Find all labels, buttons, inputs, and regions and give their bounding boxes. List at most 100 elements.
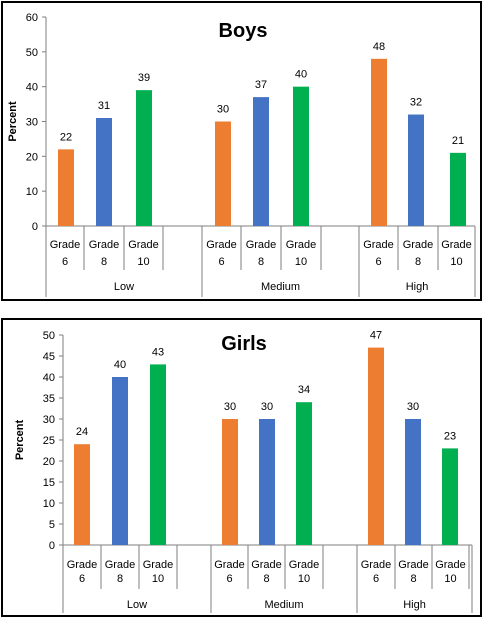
- x-group-label: Low: [127, 599, 147, 611]
- x-category-label-line1: Grade: [246, 239, 277, 251]
- x-category-label-line2: 10: [152, 573, 164, 585]
- bar-girls-grade10-low: [150, 364, 166, 545]
- bar-girls-grade8-low: [112, 377, 128, 545]
- bar-data-label: 47: [370, 330, 382, 342]
- x-category-label-line1: Grade: [50, 239, 81, 251]
- x-category-label-line2: 8: [410, 573, 416, 585]
- bar-boys-grade8-high: [408, 114, 424, 226]
- x-category-label-line1: Grade: [441, 239, 472, 251]
- bar-girls-grade10-high: [442, 448, 458, 545]
- bar-data-label: 30: [261, 401, 273, 413]
- x-category-label-line1: Grade: [214, 559, 245, 571]
- x-category-label-line1: Grade: [206, 239, 237, 251]
- y-tick-label: 50: [26, 47, 38, 59]
- x-category-label-line2: 10: [295, 256, 307, 268]
- bar-girls-grade6-low: [74, 444, 90, 545]
- bar-data-label: 30: [217, 104, 229, 116]
- bar-data-label: 40: [295, 69, 307, 81]
- bar-data-label: 23: [444, 430, 456, 442]
- bar-data-label: 34: [298, 384, 310, 396]
- bar-girls-grade8-medium: [259, 419, 275, 545]
- girls-chart-title: Girls: [221, 333, 267, 355]
- girls-chart-panel: Girls Percent 0 5 10 15 20 25 30 35 40 45 50 Grade 6 Gr…: [1, 318, 482, 617]
- y-axis-label: Percent: [7, 101, 19, 142]
- bar-girls-grade8-high: [405, 419, 421, 545]
- bar-data-label: 24: [76, 426, 88, 438]
- bar-girls-grade10-medium: [296, 402, 312, 545]
- x-category-label-line1: Grade: [289, 559, 320, 571]
- y-tick-label: 60: [26, 12, 38, 24]
- x-category-label-line1: Grade: [143, 559, 174, 571]
- bar-boys-grade10-low: [136, 90, 152, 227]
- y-tick-label: 30: [26, 117, 38, 129]
- y-tick-label: 45: [43, 351, 55, 363]
- x-category-label-line1: Grade: [67, 559, 98, 571]
- bar-boys-grade6-low: [58, 149, 74, 226]
- x-category-label-line2: 6: [218, 256, 224, 268]
- boys-chart-title: Boys: [219, 20, 268, 42]
- x-group-label: Low: [114, 281, 134, 293]
- bar-data-label: 37: [255, 79, 267, 91]
- x-group-label: Medium: [264, 599, 303, 611]
- x-group-label: High: [403, 599, 426, 611]
- bar-boys-grade10-high: [450, 152, 466, 226]
- x-category-label-line2: 10: [450, 256, 462, 268]
- y-tick-label: 20: [43, 456, 55, 468]
- x-category-label-line2: 8: [101, 256, 107, 268]
- y-tick-label: 20: [26, 151, 38, 163]
- x-category-label-line2: 8: [117, 573, 123, 585]
- x-category-label-line2: 8: [263, 573, 269, 585]
- x-category-label-line1: Grade: [363, 239, 394, 251]
- x-category-label-line1: Grade: [403, 239, 434, 251]
- x-group-label: Medium: [261, 281, 300, 293]
- x-category-label-line1: Grade: [105, 559, 136, 571]
- y-tick-label: 0: [32, 221, 38, 233]
- x-category-label-line2: 6: [226, 573, 232, 585]
- bar-boys-grade6-high: [371, 58, 387, 226]
- x-category-label-line1: Grade: [89, 239, 120, 251]
- bar-data-label: 48: [373, 41, 385, 53]
- boys-chart-panel: Boys Percent 0 10 20 30 40 50 60 Grade 6 Grade 8 Grad…: [1, 1, 482, 301]
- x-category-label-line2: 10: [137, 256, 149, 268]
- bar-data-label: 43: [152, 346, 164, 358]
- y-tick-label: 5: [49, 519, 55, 531]
- x-category-label-line2: 6: [62, 256, 68, 268]
- bar-data-label: 40: [114, 359, 126, 371]
- bar-boys-grade6-medium: [215, 121, 231, 226]
- y-axis-label: Percent: [14, 419, 26, 460]
- bar-boys-grade8-low: [96, 118, 112, 226]
- bar-girls-grade6-medium: [222, 419, 238, 545]
- bar-boys-grade8-medium: [253, 97, 269, 226]
- x-category-label-line1: Grade: [251, 559, 282, 571]
- y-tick-label: 40: [26, 82, 38, 94]
- x-category-label-line2: 8: [415, 256, 421, 268]
- x-category-label-line1: Grade: [128, 239, 159, 251]
- x-category-label-line1: Grade: [398, 559, 429, 571]
- x-category-label-line2: 6: [373, 573, 379, 585]
- bar-data-label: 22: [60, 131, 72, 143]
- x-category-label-line2: 6: [375, 256, 381, 268]
- y-tick-label: 10: [43, 498, 55, 510]
- y-tick-label: 0: [49, 540, 55, 552]
- x-category-label-line2: 8: [258, 256, 264, 268]
- y-tick-label: 40: [43, 372, 55, 384]
- bar-data-label: 32: [410, 97, 422, 109]
- y-tick-label: 15: [43, 477, 55, 489]
- x-group-label: High: [406, 281, 429, 293]
- bar-data-label: 21: [452, 135, 464, 147]
- y-tick-label: 10: [26, 186, 38, 198]
- bar-data-label: 31: [98, 100, 110, 112]
- bar-girls-grade6-high: [368, 347, 384, 545]
- boys-chart: Boys Percent 0 10 20 30 40 50 60 Grade 6 Grade 8 Grad…: [7, 12, 476, 297]
- x-category-label-line1: Grade: [361, 559, 392, 571]
- bar-boys-grade10-medium: [293, 86, 309, 227]
- y-tick-label: 25: [43, 435, 55, 447]
- bar-data-label: 30: [224, 401, 236, 413]
- y-tick-label: 30: [43, 414, 55, 426]
- x-category-label-line2: 6: [79, 573, 85, 585]
- bar-data-label: 30: [407, 401, 419, 413]
- y-tick-label: 35: [43, 393, 55, 405]
- x-category-label-line1: Grade: [286, 239, 317, 251]
- x-category-label-line2: 10: [444, 573, 456, 585]
- x-category-label-line1: Grade: [435, 559, 466, 571]
